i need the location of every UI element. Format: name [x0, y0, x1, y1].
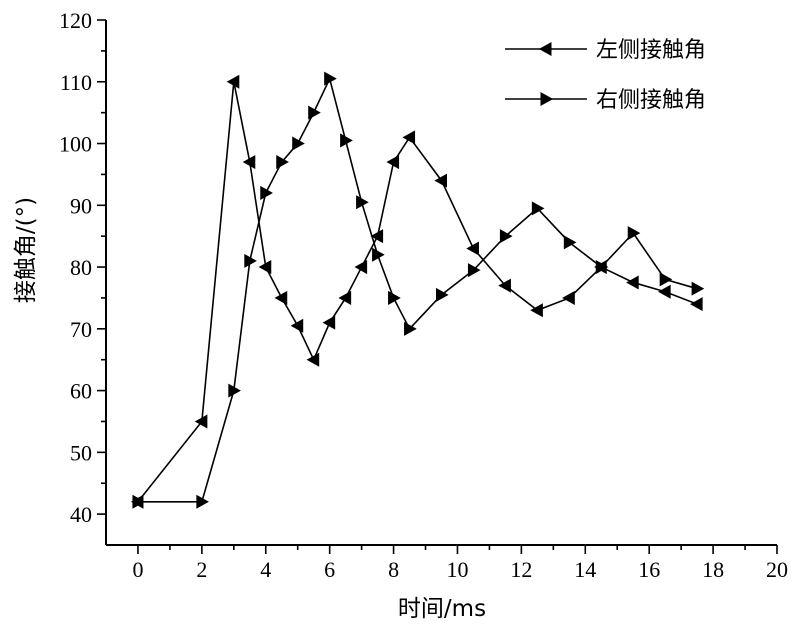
data-point-left — [322, 315, 336, 330]
data-point-right — [404, 321, 417, 336]
data-point-left — [466, 241, 479, 256]
data-point-left — [290, 318, 304, 333]
data-point-left — [274, 290, 288, 305]
data-point-left — [370, 229, 384, 244]
x-tick-label: 6 — [324, 557, 335, 582]
data-point-right — [196, 494, 209, 509]
data-point-right — [292, 136, 305, 151]
legend-marker-left — [538, 41, 552, 57]
series-layer — [130, 71, 705, 509]
y-tick-label: 120 — [59, 8, 92, 33]
series-line-right — [137, 76, 698, 503]
y-tick-label: 110 — [60, 70, 92, 95]
x-tick-label: 12 — [510, 557, 532, 582]
data-point-right — [388, 290, 401, 305]
data-point-left — [194, 414, 208, 429]
x-tick-label: 10 — [446, 557, 468, 582]
data-point-left — [690, 297, 703, 312]
x-tick-label: 0 — [132, 557, 143, 582]
y-tick-label: 90 — [70, 193, 92, 218]
y-tick-label: 70 — [70, 317, 92, 342]
data-point-right — [595, 260, 609, 275]
data-point-right — [659, 272, 673, 287]
data-point-right — [260, 185, 273, 200]
y-axis-title: 接触角/(°) — [13, 197, 39, 303]
data-point-right — [276, 155, 289, 170]
data-point-right — [324, 71, 337, 86]
data-point-right — [691, 281, 705, 296]
x-tick-label: 18 — [702, 557, 724, 582]
legend: 左侧接触角 右侧接触角 — [505, 38, 706, 113]
x-tick-label: 14 — [574, 557, 596, 582]
data-point-left — [498, 278, 511, 293]
data-point-left — [258, 260, 272, 275]
data-point-right — [244, 253, 257, 268]
data-point-left — [354, 260, 368, 275]
data-point-left — [626, 275, 639, 290]
data-point-left — [386, 155, 400, 170]
data-point-right — [228, 383, 241, 398]
y-tick-label: 50 — [70, 440, 92, 465]
y-tick-label: 40 — [70, 502, 92, 527]
data-point-left — [242, 155, 256, 170]
legend-marker-right — [540, 91, 554, 107]
data-point-left — [658, 284, 671, 299]
data-point-right — [356, 195, 369, 210]
data-point-right — [435, 287, 449, 302]
x-tick-label: 4 — [260, 557, 271, 582]
data-point-left — [226, 74, 240, 89]
data-point-right — [372, 247, 385, 262]
data-point-right — [132, 494, 146, 509]
data-point-right — [467, 263, 481, 278]
x-tick-label: 2 — [196, 557, 207, 582]
y-tick-label: 100 — [59, 132, 92, 157]
x-tick-label: 16 — [638, 557, 660, 582]
x-tick-label: 8 — [388, 557, 399, 582]
data-point-left — [402, 130, 416, 145]
data-point-left — [306, 352, 320, 367]
y-tick-label: 80 — [70, 255, 92, 280]
data-point-right — [531, 201, 545, 216]
data-point-left — [338, 290, 352, 305]
data-point-right — [627, 226, 641, 241]
legend-label-right: 右侧接触角 — [596, 88, 706, 113]
data-point-left — [434, 173, 448, 188]
data-point-right — [340, 133, 353, 148]
data-point-left — [530, 303, 543, 318]
data-point-right — [563, 235, 577, 250]
data-point-right — [308, 105, 321, 120]
x-tick-label: 20 — [766, 557, 788, 582]
series-line-left — [137, 81, 698, 503]
legend-label-left: 左侧接触角 — [596, 38, 706, 63]
x-axis-title: 时间/ms — [398, 596, 486, 622]
y-tick-label: 60 — [70, 379, 92, 404]
axes: 0 2 4 6 8 10 12 14 16 18 20 40 50 60 70 80 90 100 110 120 — [59, 8, 788, 582]
data-point-left — [562, 290, 575, 305]
data-point-right — [499, 229, 513, 244]
